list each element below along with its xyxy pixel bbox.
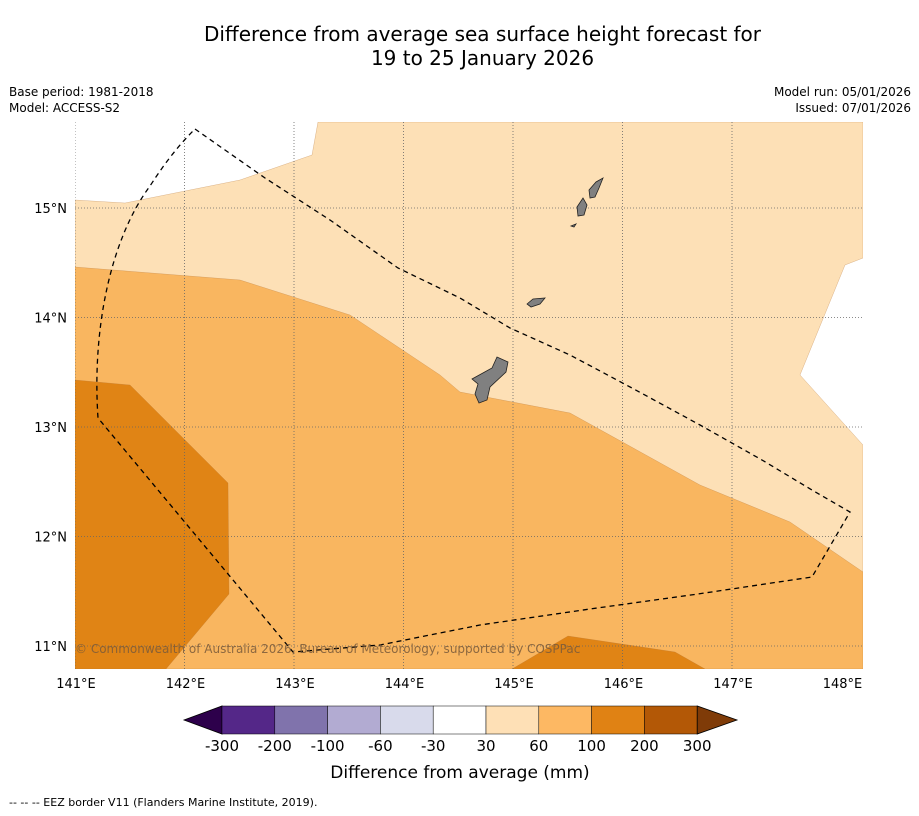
- issued-date: Issued: 07/01/2026: [795, 101, 911, 115]
- map-area: © Commonwealth of Australia 2026, Bureau…: [75, 122, 863, 669]
- contour-60-100: [75, 266, 863, 669]
- colorbar-tick-label: 60: [529, 737, 548, 755]
- base-period: Base period: 1981-2018: [9, 85, 154, 99]
- colorbar-title: Difference from average (mm): [330, 763, 589, 783]
- latitude-labels: 15°N 14°N 13°N 12°N 11°N: [34, 202, 67, 655]
- latitude-label: 13°N: [34, 421, 67, 436]
- meta-left: Base period: 1981-2018 Model: ACCESS-S2: [9, 84, 154, 116]
- longitude-label: 144°E: [385, 677, 425, 692]
- longitude-label: 147°E: [713, 677, 753, 692]
- island-tinian: [576, 197, 588, 217]
- eez-border: [96, 128, 851, 653]
- colorbar-tick-label: -60: [368, 737, 393, 755]
- eez-legend: -- -- -- EEZ border V11 (Flanders Marine…: [9, 796, 318, 809]
- colorbar-arrow-high: [696, 705, 739, 735]
- graticule: [75, 122, 863, 669]
- longitude-label: 143°E: [275, 677, 315, 692]
- colorbar: -300 -200 -100 -60 -30 30 60 100 200 300: [182, 705, 739, 755]
- colorbar-arrow-low: [182, 705, 223, 735]
- colorbar-segment: [644, 705, 698, 735]
- colorbar-tick-label: -100: [311, 737, 345, 755]
- latitude-label: 14°N: [34, 312, 67, 327]
- islands: [471, 177, 604, 404]
- colorbar-tick-label: -300: [205, 737, 239, 755]
- contour-100-200-west: [75, 379, 230, 669]
- longitude-label: 146°E: [604, 677, 644, 692]
- contour-100-200-south: [511, 635, 706, 669]
- island-saipan: [588, 177, 604, 199]
- colorbar-tick-label: -200: [258, 737, 292, 755]
- longitude-label: 145°E: [494, 677, 534, 692]
- colorbar-tick-label: 200: [630, 737, 659, 755]
- meta-right: Model run: 05/01/2026 Issued: 07/01/2026: [774, 84, 911, 116]
- title-line-2: 19 to 25 January 2026: [370, 46, 595, 70]
- longitude-label: 141°E: [56, 677, 96, 692]
- latitude-label: 15°N: [34, 202, 67, 217]
- title-line-1: Difference from average sea surface heig…: [203, 22, 762, 46]
- island-aguijan: [569, 223, 578, 228]
- longitude-labels: 141°E 142°E 143°E 144°E 145°E 146°E 147°E 148°E: [56, 677, 862, 692]
- copyright-text: © Commonwealth of Australia 2026, Bureau…: [75, 642, 580, 656]
- colorbar-tick-label: 100: [577, 737, 606, 755]
- model-name: Model: ACCESS-S2: [9, 101, 121, 115]
- colorbar-segment: [327, 705, 381, 735]
- model-run: Model run: 05/01/2026: [773, 85, 911, 99]
- latitude-label: 11°N: [34, 640, 67, 655]
- colorbar-segment: [221, 705, 276, 735]
- colorbar-segment: [432, 705, 487, 735]
- colorbar-segment: [380, 705, 434, 735]
- colorbar-segment: [591, 705, 645, 735]
- island-rota: [526, 297, 546, 308]
- longitude-label: 142°E: [166, 677, 206, 692]
- colorbar-segment: [274, 705, 328, 735]
- island-guam: [471, 356, 509, 404]
- latitude-label: 12°N: [34, 531, 67, 546]
- longitude-label: 148°E: [823, 677, 863, 692]
- colorbar-tick-label: 30: [476, 737, 495, 755]
- chart-title: Difference from average sea surface heig…: [0, 22, 919, 70]
- colorbar-tick-label: 300: [683, 737, 712, 755]
- colorbar-segment: [538, 705, 592, 735]
- colorbar-tick-label: -30: [421, 737, 446, 755]
- colorbar-segment: [485, 705, 540, 735]
